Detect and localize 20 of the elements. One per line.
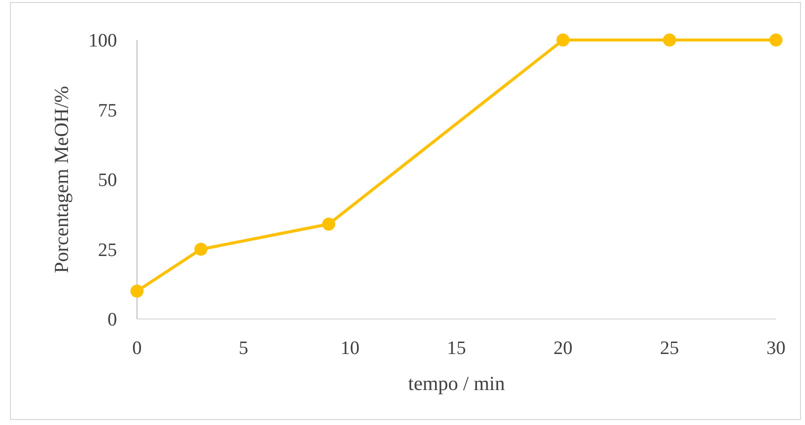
point <box>556 34 570 46</box>
x-tick-label: 15 <box>447 338 466 359</box>
x-tick-label: 30 <box>766 338 786 359</box>
point <box>130 284 144 298</box>
x-tick-label: 5 <box>238 338 248 359</box>
x-tick-label: 25 <box>660 338 679 359</box>
point <box>322 218 336 231</box>
y-tick-label: 25 <box>98 240 117 261</box>
x-tick-label: 20 <box>554 338 572 359</box>
point <box>194 242 208 256</box>
x-tick-label: 10 <box>340 338 360 359</box>
y-axis-title: Porcentagem MeOH/% <box>51 86 73 274</box>
point <box>770 34 782 46</box>
x-tick-label: 0 <box>132 338 142 359</box>
y-tick-label: 75 <box>98 100 117 122</box>
y-tick-label: 50 <box>98 170 117 192</box>
y-tick-label: 0 <box>108 310 117 331</box>
y-tick-label: 100 <box>88 30 117 52</box>
point <box>663 34 676 46</box>
x-axis-title: tempo / min <box>408 373 505 395</box>
